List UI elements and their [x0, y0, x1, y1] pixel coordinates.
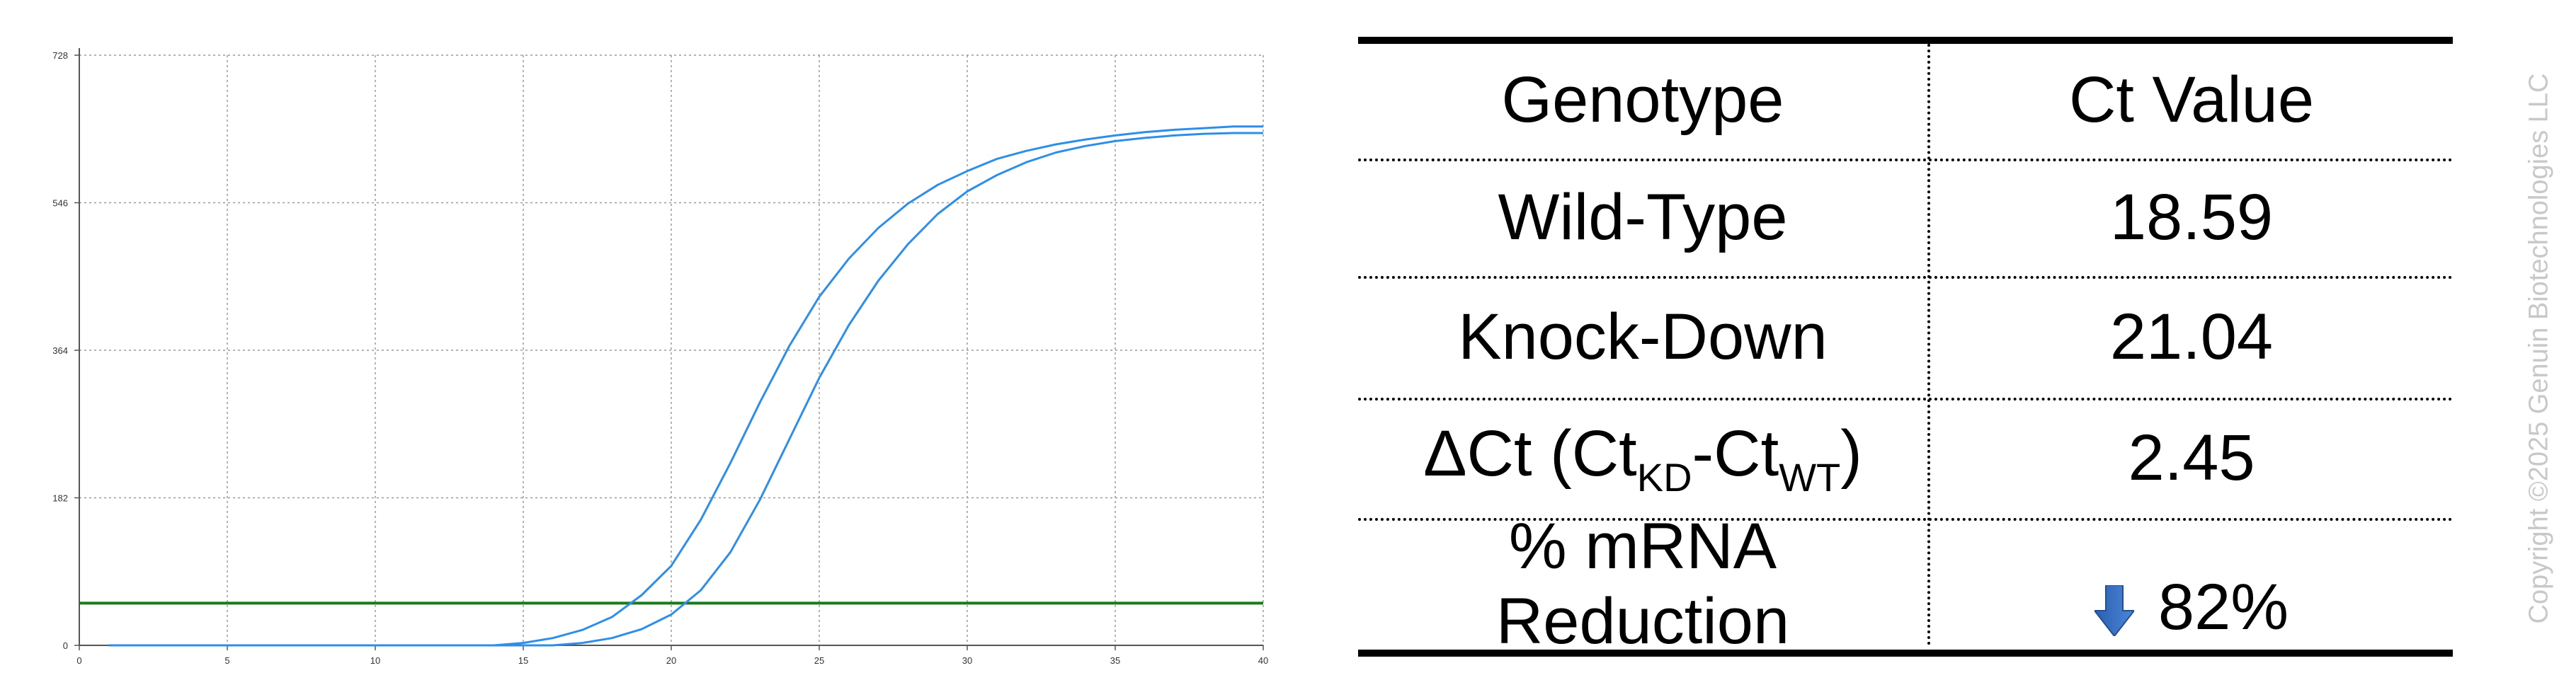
reduction-label-line2: Reduction	[1495, 585, 1790, 657]
x-tick-label: 35	[1110, 655, 1120, 666]
amplification-curve-2	[108, 132, 1263, 647]
delta-ct-subscript-wt: WT	[1779, 454, 1841, 500]
row-wild-type-label: Wild-Type	[1498, 181, 1788, 254]
row-divider	[1358, 276, 2453, 279]
y-tick-label: 364	[52, 345, 68, 356]
x-tick-label: 10	[370, 655, 380, 666]
y-tick-label: 0	[63, 640, 68, 651]
reduction-label-line1: % mRNA	[1508, 510, 1777, 583]
arrow-down-icon	[2094, 585, 2134, 637]
table-bottom-rule	[1358, 650, 2453, 657]
amplification-chart: 0 5 10 15 20 25 30 35 40 0 182 364 546 728	[52, 48, 1268, 666]
x-tick-label: 20	[666, 655, 676, 666]
row-reduction-value: 82%	[1930, 521, 2453, 648]
x-tick-label: 40	[1258, 655, 1268, 666]
copyright-text: Copyright ©2025 Genuin Biotechnologies L…	[2524, 73, 2554, 624]
amplification-curve-1	[108, 125, 1263, 647]
column-divider	[1927, 44, 1930, 645]
y-tick-label: 546	[52, 198, 68, 209]
amplification-chart-svg: 0 5 10 15 20 25 30 35 40 0 182 364 546 728	[52, 48, 1268, 666]
delta-ct-subscript-kd: KD	[1636, 454, 1692, 500]
x-tick-label: 0	[76, 655, 81, 666]
reduction-value-text: 82%	[2158, 571, 2289, 644]
row-divider	[1358, 159, 2453, 161]
header-ct-value: Ct Value	[2068, 64, 2315, 137]
row-wild-type-value: 18.59	[2109, 181, 2274, 254]
table-top-rule	[1358, 37, 2453, 44]
delta-ct-text: ΔCt (Ct	[1423, 417, 1637, 490]
x-tick-label: 30	[962, 655, 972, 666]
x-tick-label: 25	[814, 655, 824, 666]
delta-ct-text-end: )	[1840, 417, 1862, 490]
row-reduction-label: % mRNA Reduction	[1358, 510, 1927, 657]
delta-ct-text-mid: -Ct	[1692, 417, 1779, 490]
row-knock-down-label: Knock-Down	[1458, 301, 1828, 374]
header-genotype: Genotype	[1501, 64, 1784, 137]
row-delta-ct-label: ΔCt (CtKD-CtWT)	[1358, 401, 1927, 517]
x-tick-label: 5	[224, 655, 229, 666]
row-divider	[1358, 398, 2453, 401]
row-divider	[1358, 518, 2453, 521]
row-knock-down-value: 21.04	[2109, 301, 2274, 374]
copyright-watermark: Copyright ©2025 Genuin Biotechnologies L…	[2521, 0, 2558, 697]
x-tick-label: 15	[518, 655, 528, 666]
y-tick-label: 728	[52, 50, 68, 61]
y-tick-label: 182	[52, 493, 68, 504]
ct-results-table: Genotype Ct Value Wild-Type 18.59 Knock-…	[1358, 37, 2453, 657]
row-delta-ct-value: 2.45	[2128, 422, 2255, 495]
